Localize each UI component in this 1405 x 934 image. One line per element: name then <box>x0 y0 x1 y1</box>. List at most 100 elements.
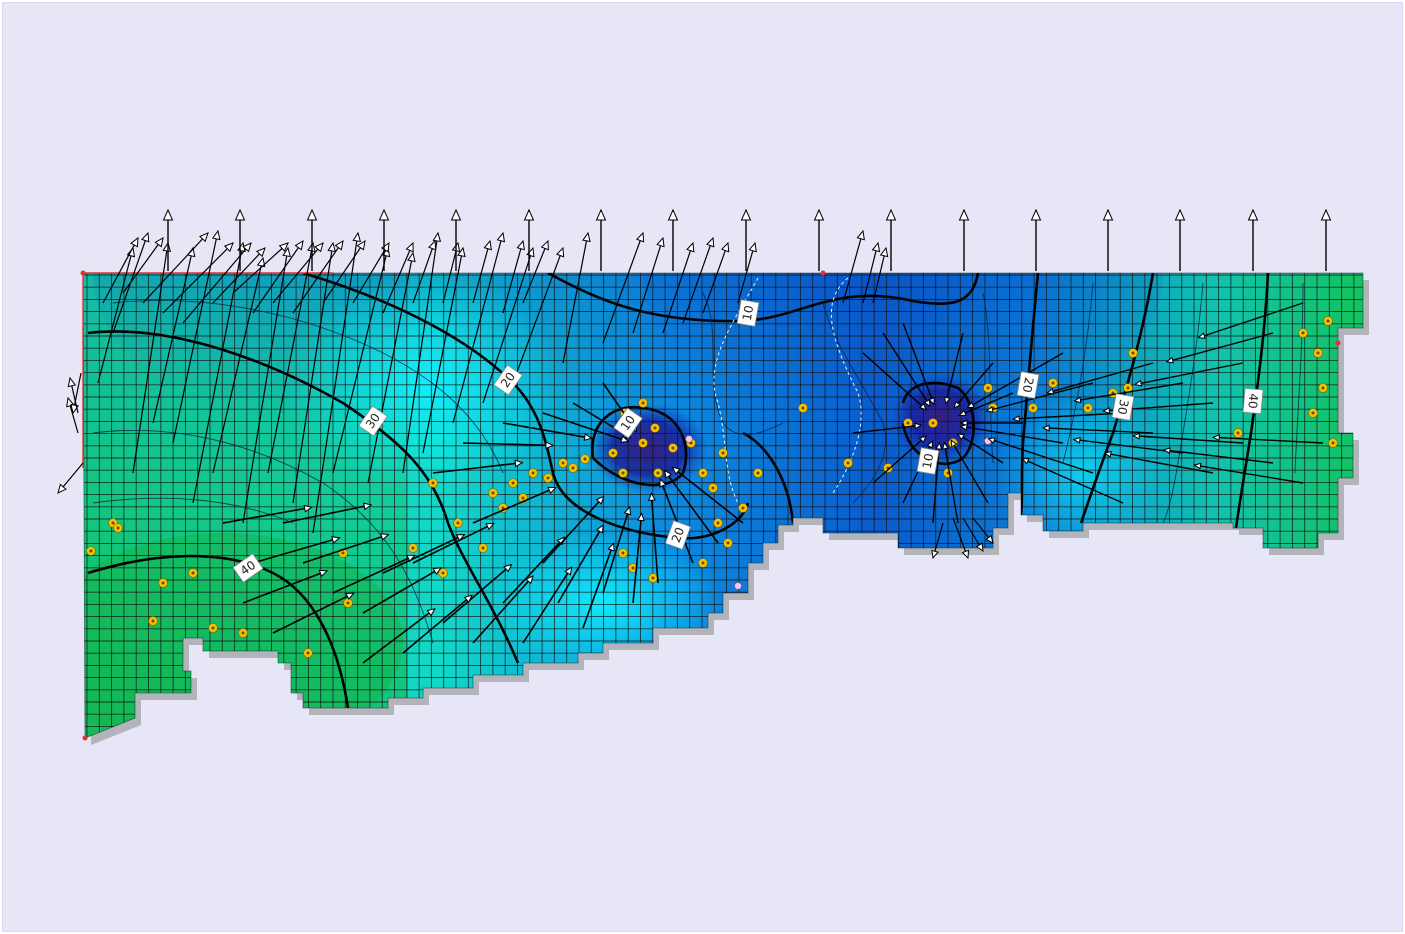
pumping-well-icon <box>685 435 693 443</box>
contour-label: 20 <box>664 520 692 550</box>
svg-text:10: 10 <box>920 452 936 469</box>
well-marker-icon <box>928 418 938 428</box>
arrow-icon <box>1102 208 1114 271</box>
contour-label: 10 <box>613 407 643 439</box>
arrow-icon <box>302 533 390 564</box>
arrow-icon <box>956 433 1004 464</box>
flow-vectors <box>57 229 1324 664</box>
well-marker-icon <box>453 518 463 528</box>
arrow-icon <box>122 237 164 294</box>
arrow-icon <box>472 239 492 304</box>
well-marker-icon <box>723 538 733 548</box>
arrow-icon <box>557 524 604 604</box>
specified-head-boundary <box>82 272 333 468</box>
well-marker-icon <box>438 568 448 578</box>
arrow-icon <box>953 362 994 409</box>
arrow-icon <box>950 439 989 504</box>
arrow-icon <box>462 441 555 450</box>
arrow-icon <box>378 208 390 271</box>
arrow-icon <box>362 567 442 614</box>
arrow-icon <box>602 231 645 344</box>
well-marker-icon <box>408 543 418 553</box>
arrow-icon <box>502 422 593 441</box>
well-marker-icon <box>428 478 438 488</box>
arrow-icon <box>562 231 591 364</box>
well-marker-icon <box>543 473 553 483</box>
arrow-icon <box>959 419 1023 427</box>
arrow-icon <box>1247 208 1259 271</box>
arrow-icon <box>522 239 549 304</box>
arrow-icon <box>292 241 337 504</box>
arrow-icon <box>985 382 1094 413</box>
arrow-icon <box>312 231 362 534</box>
arrow-icon <box>472 575 534 644</box>
well-marker-icon <box>158 578 168 588</box>
well-marker-icon <box>208 623 218 633</box>
arrow-icon <box>412 522 495 564</box>
arrow-icon <box>959 423 1064 444</box>
svg-text:20: 20 <box>1020 376 1036 393</box>
arrow-icon <box>1041 424 1154 434</box>
well-marker-icon <box>628 563 638 573</box>
arrow-icon <box>931 522 944 560</box>
well-marker-icon <box>528 468 538 478</box>
svg-text:40: 40 <box>1245 393 1260 409</box>
arrow-icon <box>306 208 318 271</box>
arrow-icon <box>412 239 437 304</box>
arrow-icon <box>1211 434 1324 444</box>
arrow-icon <box>142 232 209 304</box>
boundary-node-icon <box>820 270 826 276</box>
arrow-icon <box>1165 332 1274 364</box>
arrow-icon <box>663 469 719 544</box>
arrow-icon <box>1162 447 1274 464</box>
arrow-icon <box>162 242 234 314</box>
well-marker-icon <box>943 468 953 478</box>
arrow-icon <box>740 208 752 271</box>
arrow-icon <box>902 322 935 406</box>
arrow-icon <box>682 236 715 324</box>
svg-text:10: 10 <box>740 304 756 321</box>
head-surface <box>83 273 1363 738</box>
svg-text:20: 20 <box>669 525 687 544</box>
arrow-icon <box>367 251 416 484</box>
arrow-icon <box>382 533 466 574</box>
contour-label: 20 <box>1016 371 1040 399</box>
well-marker-icon <box>303 648 313 658</box>
arrow-icon <box>671 466 744 524</box>
well-marker-icon <box>488 488 498 498</box>
well-marker-icon <box>148 616 158 626</box>
contour-label: 40 <box>232 553 264 583</box>
well-marker-icon <box>113 523 123 533</box>
well-marker-icon <box>698 558 708 568</box>
model-domain-boundary <box>80 270 1364 741</box>
arrow-icon <box>450 208 462 271</box>
arrow-icon <box>1073 382 1184 404</box>
arrow-icon <box>542 495 605 564</box>
arrow-icon <box>852 422 923 434</box>
arrow-icon <box>647 492 659 584</box>
contour-label: 20 <box>493 364 523 396</box>
arrow-icon <box>862 352 928 411</box>
arrow-icon <box>662 241 695 334</box>
well-marker-icon <box>558 458 568 468</box>
well-marker-icon <box>753 468 763 478</box>
arrow-icon <box>659 478 694 564</box>
contour-label: 30 <box>1111 393 1135 421</box>
well-marker-icon <box>698 468 708 478</box>
groundwater-head-map[interactable]: 10 20 30 10 20 40 10 20 30 40 <box>3 3 1403 932</box>
arrow-icon <box>502 239 525 314</box>
well-marker-icon <box>343 598 353 608</box>
well-marker-icon <box>638 398 648 408</box>
well-marker-icon <box>1128 348 1138 358</box>
arrow-icon <box>272 242 324 304</box>
well-marker-icon <box>1308 408 1318 418</box>
well-marker-icon <box>1233 428 1243 438</box>
arrow-icon <box>842 229 865 304</box>
arrow-icon <box>987 437 1094 474</box>
arrow-icon <box>242 569 329 604</box>
arrow-icon <box>402 594 473 654</box>
arrow-icon <box>702 241 730 314</box>
well-marker-icon <box>580 454 590 464</box>
arrow-icon <box>162 208 174 271</box>
